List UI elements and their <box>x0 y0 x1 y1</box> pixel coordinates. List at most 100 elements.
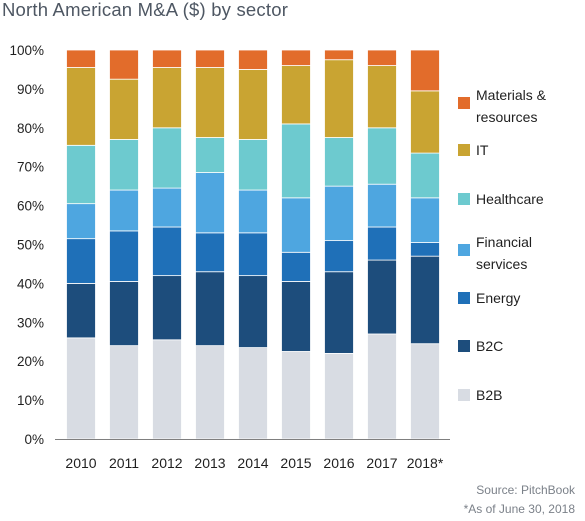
bar-segment-materials-resources <box>324 49 354 61</box>
bar-segment-b2b <box>66 337 96 440</box>
bar-segment-b2c <box>152 275 182 341</box>
bar-segment-energy <box>195 232 225 273</box>
bar-segment-materials-resources <box>66 49 96 68</box>
bar-segment-it <box>109 78 139 140</box>
bar-segment-energy <box>281 251 311 282</box>
x-tick-label: 2014 <box>237 455 268 471</box>
y-tick-label: 20% <box>17 354 44 369</box>
bar-segment-healthcare <box>238 139 268 191</box>
chart-title: North American M&A ($) by sector <box>2 0 289 20</box>
legend-swatch <box>458 340 470 352</box>
x-tick-label: 2013 <box>194 455 225 471</box>
x-tick-label: 2015 <box>280 455 311 471</box>
bar-segment-it <box>324 59 354 138</box>
bar-segment-it <box>410 90 440 154</box>
bar-segment-energy <box>66 238 96 284</box>
bar-segment-financial-services <box>195 172 225 234</box>
bar-segment-materials-resources <box>367 49 397 66</box>
y-tick-label: 10% <box>17 393 44 408</box>
bar-segment-b2c <box>281 281 311 352</box>
y-tick-label: 40% <box>17 276 44 291</box>
bar-segment-b2c <box>324 271 354 354</box>
bar-segment-b2b <box>324 353 354 440</box>
bar-segment-it <box>238 69 268 140</box>
bar-segment-healthcare <box>109 139 139 191</box>
y-tick-label: 80% <box>17 121 44 136</box>
legend-label: services <box>476 256 527 272</box>
bar-segment-b2b <box>410 343 440 440</box>
bar-segment-healthcare <box>367 127 397 185</box>
bar-segment-materials-resources <box>195 49 225 68</box>
legend-label: Energy <box>476 290 520 306</box>
bar-segment-energy <box>324 240 354 273</box>
y-tick-label: 0% <box>24 432 44 447</box>
bar-segment-financial-services <box>367 183 397 228</box>
bar-segment-b2b <box>195 345 225 440</box>
bar-segment-healthcare <box>66 144 96 205</box>
legend-swatch <box>458 389 470 401</box>
bar-segment-financial-services <box>410 197 440 243</box>
y-tick-label: 70% <box>17 160 44 175</box>
bar-segment-materials-resources <box>152 49 182 68</box>
legend-swatch <box>458 244 470 256</box>
bar-segment-b2b <box>281 351 311 440</box>
bar-segment-b2c <box>410 255 440 345</box>
legend-label: Materials & <box>476 87 547 103</box>
footnote: *As of June 30, 2018 <box>463 502 575 516</box>
bar-segment-financial-services <box>152 187 182 228</box>
bar-segment-materials-resources <box>281 49 311 66</box>
bar-segment-it <box>195 67 225 138</box>
y-tick-label: 90% <box>17 82 44 97</box>
bar-segment-energy <box>367 226 397 261</box>
bar-segment-b2c <box>238 275 268 348</box>
bar-segment-it <box>66 67 96 146</box>
y-tick-label: 60% <box>17 199 44 214</box>
legend-swatch <box>458 144 470 156</box>
bar-segment-financial-services <box>109 189 139 232</box>
bar-segment-healthcare <box>281 123 311 199</box>
bar-segment-energy <box>109 230 139 282</box>
bar-segment-b2b <box>367 333 397 440</box>
bar-segment-it <box>281 65 311 125</box>
x-tick-label: 2012 <box>151 455 182 471</box>
legend-label: resources <box>476 109 537 125</box>
legend-label: Financial <box>476 234 532 250</box>
bar-segment-healthcare <box>195 137 225 173</box>
legend-swatch <box>458 193 470 205</box>
x-tick-label: 2011 <box>109 455 139 471</box>
bar-segment-financial-services <box>66 203 96 240</box>
bar-segment-materials-resources <box>238 49 268 70</box>
source-note: Source: PitchBook <box>476 483 575 497</box>
bar-segment-it <box>152 67 182 129</box>
legend-swatch <box>458 97 470 109</box>
legend-label: IT <box>476 142 489 158</box>
bar-segment-b2c <box>66 282 96 339</box>
bar-segment-b2b <box>152 339 182 440</box>
bar-segment-financial-services <box>281 197 311 253</box>
legend-label: B2B <box>476 387 502 403</box>
bar-segment-it <box>367 65 397 129</box>
bar-segment-energy <box>152 226 182 277</box>
bar-segment-healthcare <box>410 152 440 199</box>
y-tick-label: 30% <box>17 315 44 330</box>
bar-segment-materials-resources <box>109 49 139 80</box>
y-tick-label: 100% <box>9 43 44 58</box>
x-tick-label: 2016 <box>323 455 354 471</box>
bar-segment-healthcare <box>324 137 354 187</box>
bar-segment-b2c <box>109 281 139 347</box>
legend-swatch <box>458 292 470 304</box>
legend-label: B2C <box>476 338 503 354</box>
bar-segment-financial-services <box>238 189 268 234</box>
bar-segment-energy <box>410 242 440 257</box>
x-tick-label: 2017 <box>366 455 397 471</box>
bar-segment-b2b <box>109 345 139 440</box>
y-tick-label: 50% <box>17 238 44 253</box>
bar-segment-financial-services <box>324 185 354 242</box>
x-tick-label: 2010 <box>65 455 96 471</box>
bar-segment-healthcare <box>152 127 182 189</box>
bar-segment-energy <box>238 232 268 277</box>
bar-segment-materials-resources <box>410 49 440 92</box>
bar-segment-b2c <box>367 259 397 335</box>
bar-segment-b2c <box>195 271 225 347</box>
